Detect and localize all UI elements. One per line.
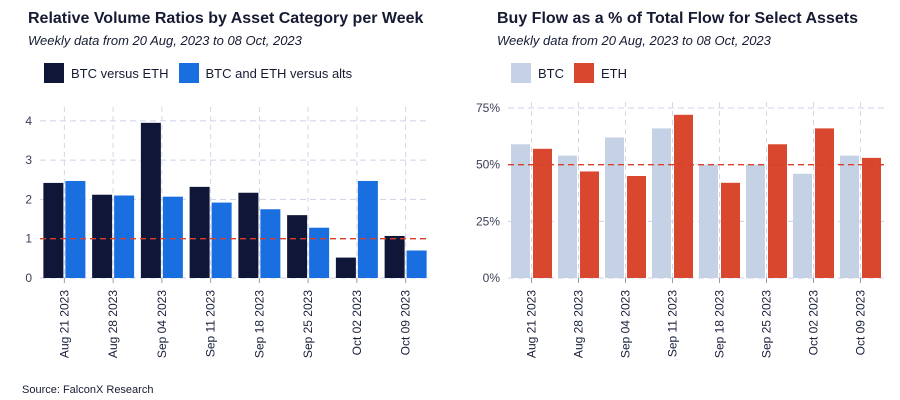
y-tick-label: 3 (25, 153, 32, 167)
x-tick-label: Oct 09 2023 (399, 290, 413, 356)
bar (162, 196, 183, 278)
source-note: Source: FalconX Research (22, 384, 154, 396)
x-tick-label: Aug 28 2023 (572, 290, 586, 358)
chart-title: Buy Flow as a % of Total Flow for Select… (497, 10, 858, 27)
legend-label: BTC versus ETH (71, 65, 169, 81)
legend-label: ETH (601, 65, 627, 81)
chart-title: Relative Volume Ratios by Asset Category… (28, 10, 424, 27)
bar (335, 257, 356, 278)
bar (862, 157, 881, 278)
x-tick-label: Aug 21 2023 (525, 290, 539, 358)
y-tick-label: 4 (25, 114, 32, 128)
legend-label: BTC (538, 65, 564, 81)
legend-swatch (511, 63, 531, 83)
x-tick-label: Oct 02 2023 (807, 290, 821, 356)
x-tick-label: Sep 18 2023 (713, 290, 727, 358)
chart-legend: BTC ETH (511, 63, 637, 83)
y-tick-label: 0% (483, 271, 501, 285)
legend-swatch (178, 63, 199, 83)
x-tick-label: Sep 18 2023 (252, 290, 266, 358)
bar (605, 137, 624, 278)
bar (768, 144, 787, 278)
y-tick-label: 25% (476, 214, 500, 228)
bar (627, 176, 646, 278)
legend-item-series-1: BTC (511, 63, 564, 83)
chart-panel-buy-flow: Buy Flow as a % of Total Flow for Select… (470, 0, 900, 380)
bar (815, 128, 834, 278)
bar (287, 215, 308, 278)
bar (189, 186, 210, 278)
bar (65, 180, 86, 278)
bar (357, 180, 378, 278)
legend-item-series-2: ETH (574, 63, 627, 83)
chart-subtitle: Weekly data from 20 Aug, 2023 to 08 Oct,… (28, 33, 302, 48)
bar (92, 194, 113, 278)
bar (140, 122, 161, 278)
bar (43, 182, 64, 278)
chart-plot-area: 0 1 2 3 4 Aug 21 2023 Aug 28 2023 Sep 04 2023 Se… (25, 107, 430, 358)
bar (699, 164, 718, 278)
legend-label: BTC and ETH versus alts (205, 65, 353, 81)
chart-subtitle: Weekly data from 20 Aug, 2023 to 08 Oct,… (497, 33, 771, 48)
bar (238, 192, 259, 278)
y-tick-label: 50% (476, 158, 500, 172)
x-tick-label: Aug 28 2023 (106, 290, 120, 358)
bar (746, 164, 765, 278)
y-tick-label: 0 (25, 271, 32, 285)
x-tick-label: Sep 25 2023 (760, 290, 774, 358)
chart-plot-area: 0% 25% 50% 75% Aug 21 2023 Aug 28 2023 Sep 04 … (476, 101, 884, 358)
chart-panel-relative-volume: Relative Volume Ratios by Asset Category… (0, 0, 450, 380)
legend-item-series-1: BTC versus ETH (44, 63, 169, 83)
y-tick-label: 75% (476, 101, 500, 115)
bar (309, 227, 330, 278)
x-tick-label: Sep 25 2023 (301, 290, 315, 358)
bar (793, 173, 812, 278)
x-tick-label: Sep 04 2023 (619, 290, 633, 358)
bar (211, 202, 232, 278)
legend-swatch (44, 63, 64, 83)
x-tick-label: Sep 04 2023 (155, 290, 169, 358)
y-tick-label: 1 (25, 232, 32, 246)
bar (721, 182, 740, 278)
bar (558, 155, 577, 278)
bar (674, 114, 693, 278)
bar (652, 128, 671, 278)
bar (114, 195, 135, 278)
chart-legend: BTC versus ETH BTC and ETH versus alts (44, 63, 362, 83)
y-tick-label: 2 (25, 192, 32, 206)
legend-swatch (574, 63, 594, 83)
bar (580, 171, 599, 278)
bar (384, 235, 405, 278)
bar (533, 148, 552, 278)
x-tick-label: Sep 11 2023 (666, 290, 680, 357)
bar (406, 250, 427, 278)
x-tick-label: Aug 21 2023 (57, 290, 71, 358)
bar (840, 155, 859, 278)
x-tick-label: Oct 02 2023 (350, 290, 364, 356)
bar (511, 144, 530, 278)
legend-item-series-2: BTC and ETH versus alts (178, 63, 353, 83)
bar (260, 209, 281, 278)
x-tick-label: Sep 11 2023 (204, 290, 218, 357)
x-tick-label: Oct 09 2023 (854, 290, 868, 356)
